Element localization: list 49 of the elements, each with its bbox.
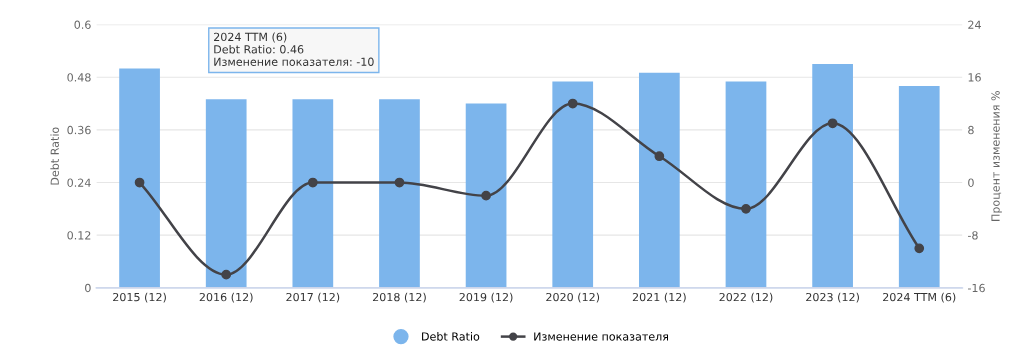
x-tick-label: 2019 (12) xyxy=(459,292,513,303)
annotation: Debt Ratio: 0.46 xyxy=(214,44,304,54)
y-tick-label: 0.6 xyxy=(74,20,91,29)
x-tick-label: 2015 (12) xyxy=(113,292,166,303)
legend-label: Debt Ratio xyxy=(422,332,480,341)
point xyxy=(567,98,578,109)
annotation: 2024 TTM (6) xyxy=(214,32,287,43)
bar xyxy=(292,99,334,288)
point xyxy=(827,118,838,129)
point xyxy=(134,177,145,188)
annotation: Изменение показателя: -10 xyxy=(214,57,374,66)
y-axis-title: Debt Ratio xyxy=(50,127,59,185)
bar xyxy=(639,72,680,288)
x-tick-label: 2018 (12) xyxy=(372,292,426,303)
x-tick-label: 2023 (12) xyxy=(806,292,859,303)
y2-tick-label: 24 xyxy=(968,20,981,29)
x-tick-label: 2020 (12) xyxy=(546,292,600,303)
x-tick-label: 2024 TTM (6) xyxy=(883,292,956,303)
y2-tick-label: 16 xyxy=(968,73,981,82)
y-tick-label: 0.24 xyxy=(67,178,91,187)
x-tick-label: 2022 (12) xyxy=(719,292,773,303)
y-tick-label: 0 xyxy=(85,283,91,293)
bar xyxy=(379,99,420,288)
y-tick-label: 0.36 xyxy=(67,125,91,135)
point xyxy=(221,269,232,280)
bar xyxy=(552,81,594,288)
x-tick-label: 2021 (12) xyxy=(632,292,686,303)
bar xyxy=(725,81,767,288)
bar xyxy=(898,86,940,288)
y2-tick-label: 8 xyxy=(968,125,974,135)
y2-tick-label: 0 xyxy=(968,178,974,187)
bar xyxy=(205,99,247,288)
point xyxy=(741,203,751,214)
point xyxy=(914,243,925,254)
y-tick-label: 0.48 xyxy=(67,73,91,82)
y2-tick-label: -8 xyxy=(967,231,978,240)
bar xyxy=(119,68,160,288)
y2-tick-label: -16 xyxy=(967,283,985,293)
bar xyxy=(812,64,853,288)
y2-axis-title: Процент изменения % xyxy=(991,91,1002,221)
point xyxy=(307,177,318,188)
legend-label: Изменение показателя xyxy=(534,332,668,341)
point xyxy=(654,151,665,162)
x-tick-label: 2016 (12) xyxy=(199,292,253,303)
bar xyxy=(465,103,507,288)
point xyxy=(394,177,405,188)
x-tick-label: 2017 (12) xyxy=(286,292,340,303)
point xyxy=(481,190,491,201)
y-tick-label: 0.12 xyxy=(67,231,91,240)
